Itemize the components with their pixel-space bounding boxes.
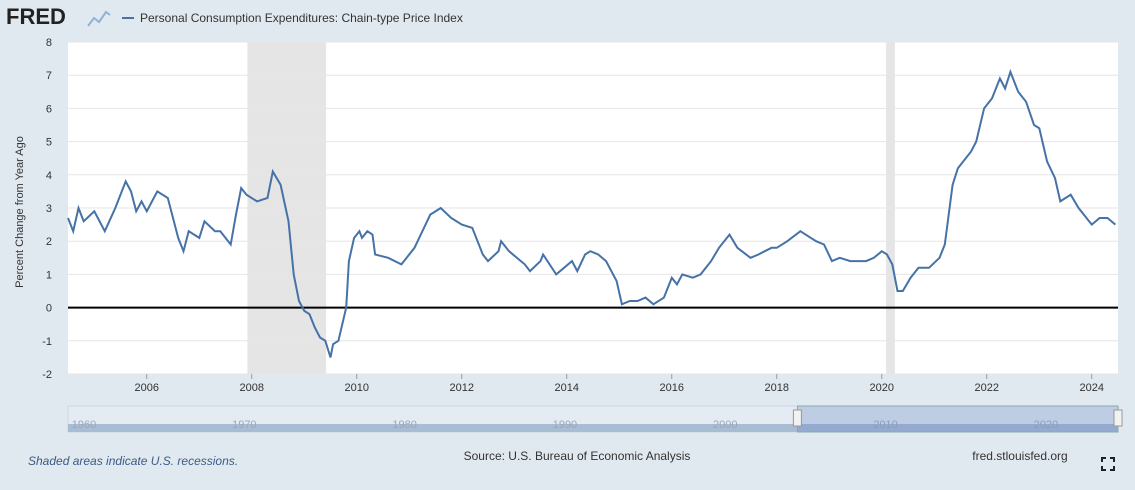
y-tick-label: -2 — [42, 369, 52, 381]
y-tick-label: 0 — [46, 303, 52, 315]
y-tick-label: 4 — [46, 170, 52, 182]
x-tick-label: 2018 — [765, 382, 789, 394]
navigator-tick-label: 2010 — [873, 419, 897, 431]
navigator-tick-label: 2020 — [1034, 419, 1058, 431]
navigator-tick-label: 1980 — [392, 419, 416, 431]
fullscreen-icon[interactable] — [1101, 457, 1115, 471]
navigator-selection[interactable] — [796, 405, 1119, 433]
logo-icon — [87, 10, 111, 27]
x-tick-label: 2014 — [555, 382, 579, 394]
x-tick-label: 2010 — [345, 382, 369, 394]
y-tick-label: 5 — [46, 137, 52, 149]
navigator-tick-label: 1970 — [232, 419, 256, 431]
plot: -2 -1 0 1 2 3 4 5 6 7 8 2006 2008 2010 2012 2014 2016 201… — [42, 37, 1118, 394]
navigator-handle[interactable] — [1113, 409, 1123, 427]
navigator-area — [68, 424, 1118, 432]
series-line — [67, 68, 1117, 358]
x-tick-label: 2006 — [135, 382, 159, 394]
y-tick-label: 2 — [46, 236, 52, 248]
y-tick-label: 7 — [46, 70, 52, 82]
x-tick-label: 2024 — [1080, 382, 1104, 394]
navigator-handle[interactable] — [792, 409, 802, 427]
legend-label: Personal Consumption Expenditures: Chain… — [140, 11, 463, 25]
x-tick-label: 2022 — [975, 382, 999, 394]
x-tick-label: 2020 — [870, 382, 894, 394]
y-tick-label: 3 — [46, 203, 52, 215]
navigator-tick-label: 1960 — [72, 419, 96, 431]
navigator-tick-label: 2000 — [713, 419, 737, 431]
x-tick-label: 2016 — [660, 382, 684, 394]
y-tick-label: 8 — [46, 37, 52, 49]
y-tick-label: 6 — [46, 103, 52, 115]
y-tick-label: 1 — [46, 269, 52, 281]
recession-note: Shaded areas indicate U.S. recessions. — [28, 454, 238, 468]
logo: FRED — [6, 4, 66, 29]
x-tick-label: 2012 — [450, 382, 474, 394]
y-axis-label: Percent Change from Year Ago — [14, 136, 26, 288]
navigator-tick-label: 1990 — [553, 419, 577, 431]
x-tick-label: 2008 — [240, 382, 264, 394]
y-tick-label: -1 — [42, 336, 52, 348]
site: fred.stlouisfed.org — [972, 449, 1067, 463]
source: Source: U.S. Bureau of Economic Analysis — [464, 449, 691, 463]
